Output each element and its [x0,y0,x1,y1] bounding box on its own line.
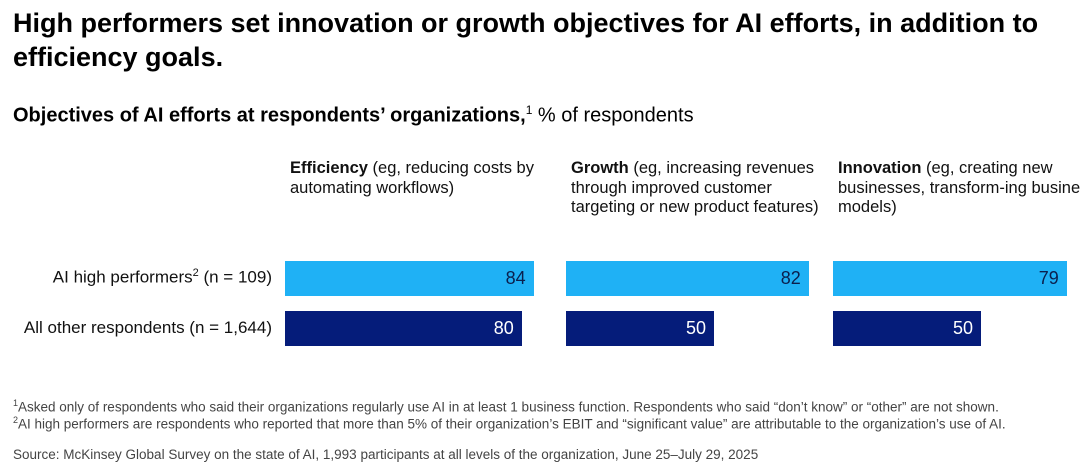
column-header-desc: (eg, creating new businesses, transform-… [838,159,1080,216]
column-header-growth: Growth (eg, increasing revenues through … [571,159,831,218]
subtitle-sup: 1 [525,103,533,117]
source: Source: McKinsey Global Survey on the st… [13,447,759,462]
bar-high-performers-innovation: 79 [833,261,1067,296]
bar-high-performers-efficiency: 84 [285,261,534,296]
data-label: 82 [780,268,801,288]
column-header-innovation: Innovation (eg, creating new businesses,… [838,159,1080,218]
bar-other-growth: 50 [566,311,714,346]
data-label: 50 [952,318,973,338]
footnote-2: 2AI high performers are respondents who … [13,412,1073,433]
data-label: 79 [1038,268,1059,288]
footnote-sup: 2 [13,415,19,425]
row-label-other: All other respondents (n = 1,644) [23,318,272,337]
subtitle-bold: Objectives of AI efforts at respondents’… [13,104,526,127]
bar-other-innovation: 50 [833,311,981,346]
series-name: AI high performers [52,267,193,287]
series-suffix: (n = 109) [198,267,272,287]
footnote-text: Asked only of respondents who said their… [18,399,999,415]
row-label-high-performers: AI high performers2 (n = 109) [53,267,272,288]
bar-high-performers-growth: 82 [566,261,809,296]
column-header-efficiency: Efficiency (eg, reducing costs by automa… [290,159,550,198]
column-header-bold: Innovation [838,159,922,177]
column-header-desc: (eg, reducing costs by automating workfl… [290,159,534,197]
chart-subtitle: Objectives of AI efforts at respondents’… [13,103,694,128]
subtitle-rest: % of respondents [532,104,694,127]
column-header-bold: Efficiency [290,159,368,177]
data-label: 50 [685,318,706,338]
column-header-desc: (eg, increasing revenues through improve… [571,159,819,216]
bar-other-efficiency: 80 [285,311,522,346]
data-label: 80 [493,318,514,338]
footnote-text: AI high performers are respondents who r… [18,416,1006,432]
chart-title: High performers set innovation or growth… [13,8,1039,72]
column-header-bold: Growth [571,159,629,177]
footnote-sup: 1 [13,398,19,408]
series-sup: 2 [192,267,199,279]
footnote-1: 1Asked only of respondents who said thei… [13,395,1073,416]
data-label: 84 [505,268,526,288]
